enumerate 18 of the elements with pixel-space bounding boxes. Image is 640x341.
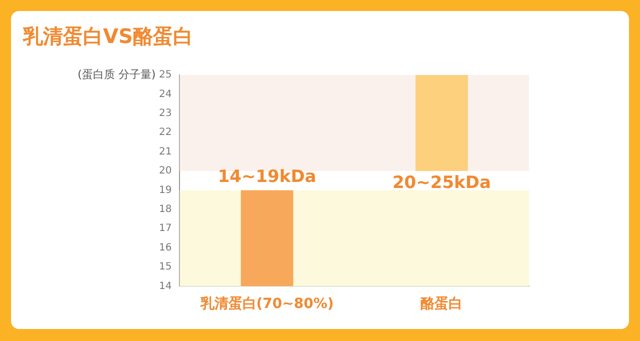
y-tick-label: 20 [158, 166, 172, 177]
y-tick-label: 25 [158, 70, 172, 81]
y-tick-label: 24 [158, 88, 172, 100]
annotation: 20~25kDa [392, 172, 491, 193]
y-tick-label: 16 [158, 242, 172, 254]
y-tick-label: 19 [158, 184, 172, 196]
x-tick-label: 酪蛋白 [420, 296, 463, 312]
y-tick-label: 18 [158, 204, 172, 215]
y-tick-label: 23 [158, 108, 172, 119]
y-tick-label: 14 [158, 280, 172, 292]
y-tick-label: 22 [158, 127, 172, 138]
y-tick-label: 15 [158, 262, 172, 273]
y-tick-label: 21 [158, 146, 172, 158]
annotation: 14~19kDa [218, 167, 316, 188]
y-tick-label: 17 [158, 223, 172, 234]
x-tick-label: 乳清蛋白(70~80%) [199, 296, 334, 312]
y-axis-title: (蛋白质 分子量) [78, 68, 156, 81]
chart-title: 乳清蛋白VS酪蛋白 [23, 23, 193, 50]
